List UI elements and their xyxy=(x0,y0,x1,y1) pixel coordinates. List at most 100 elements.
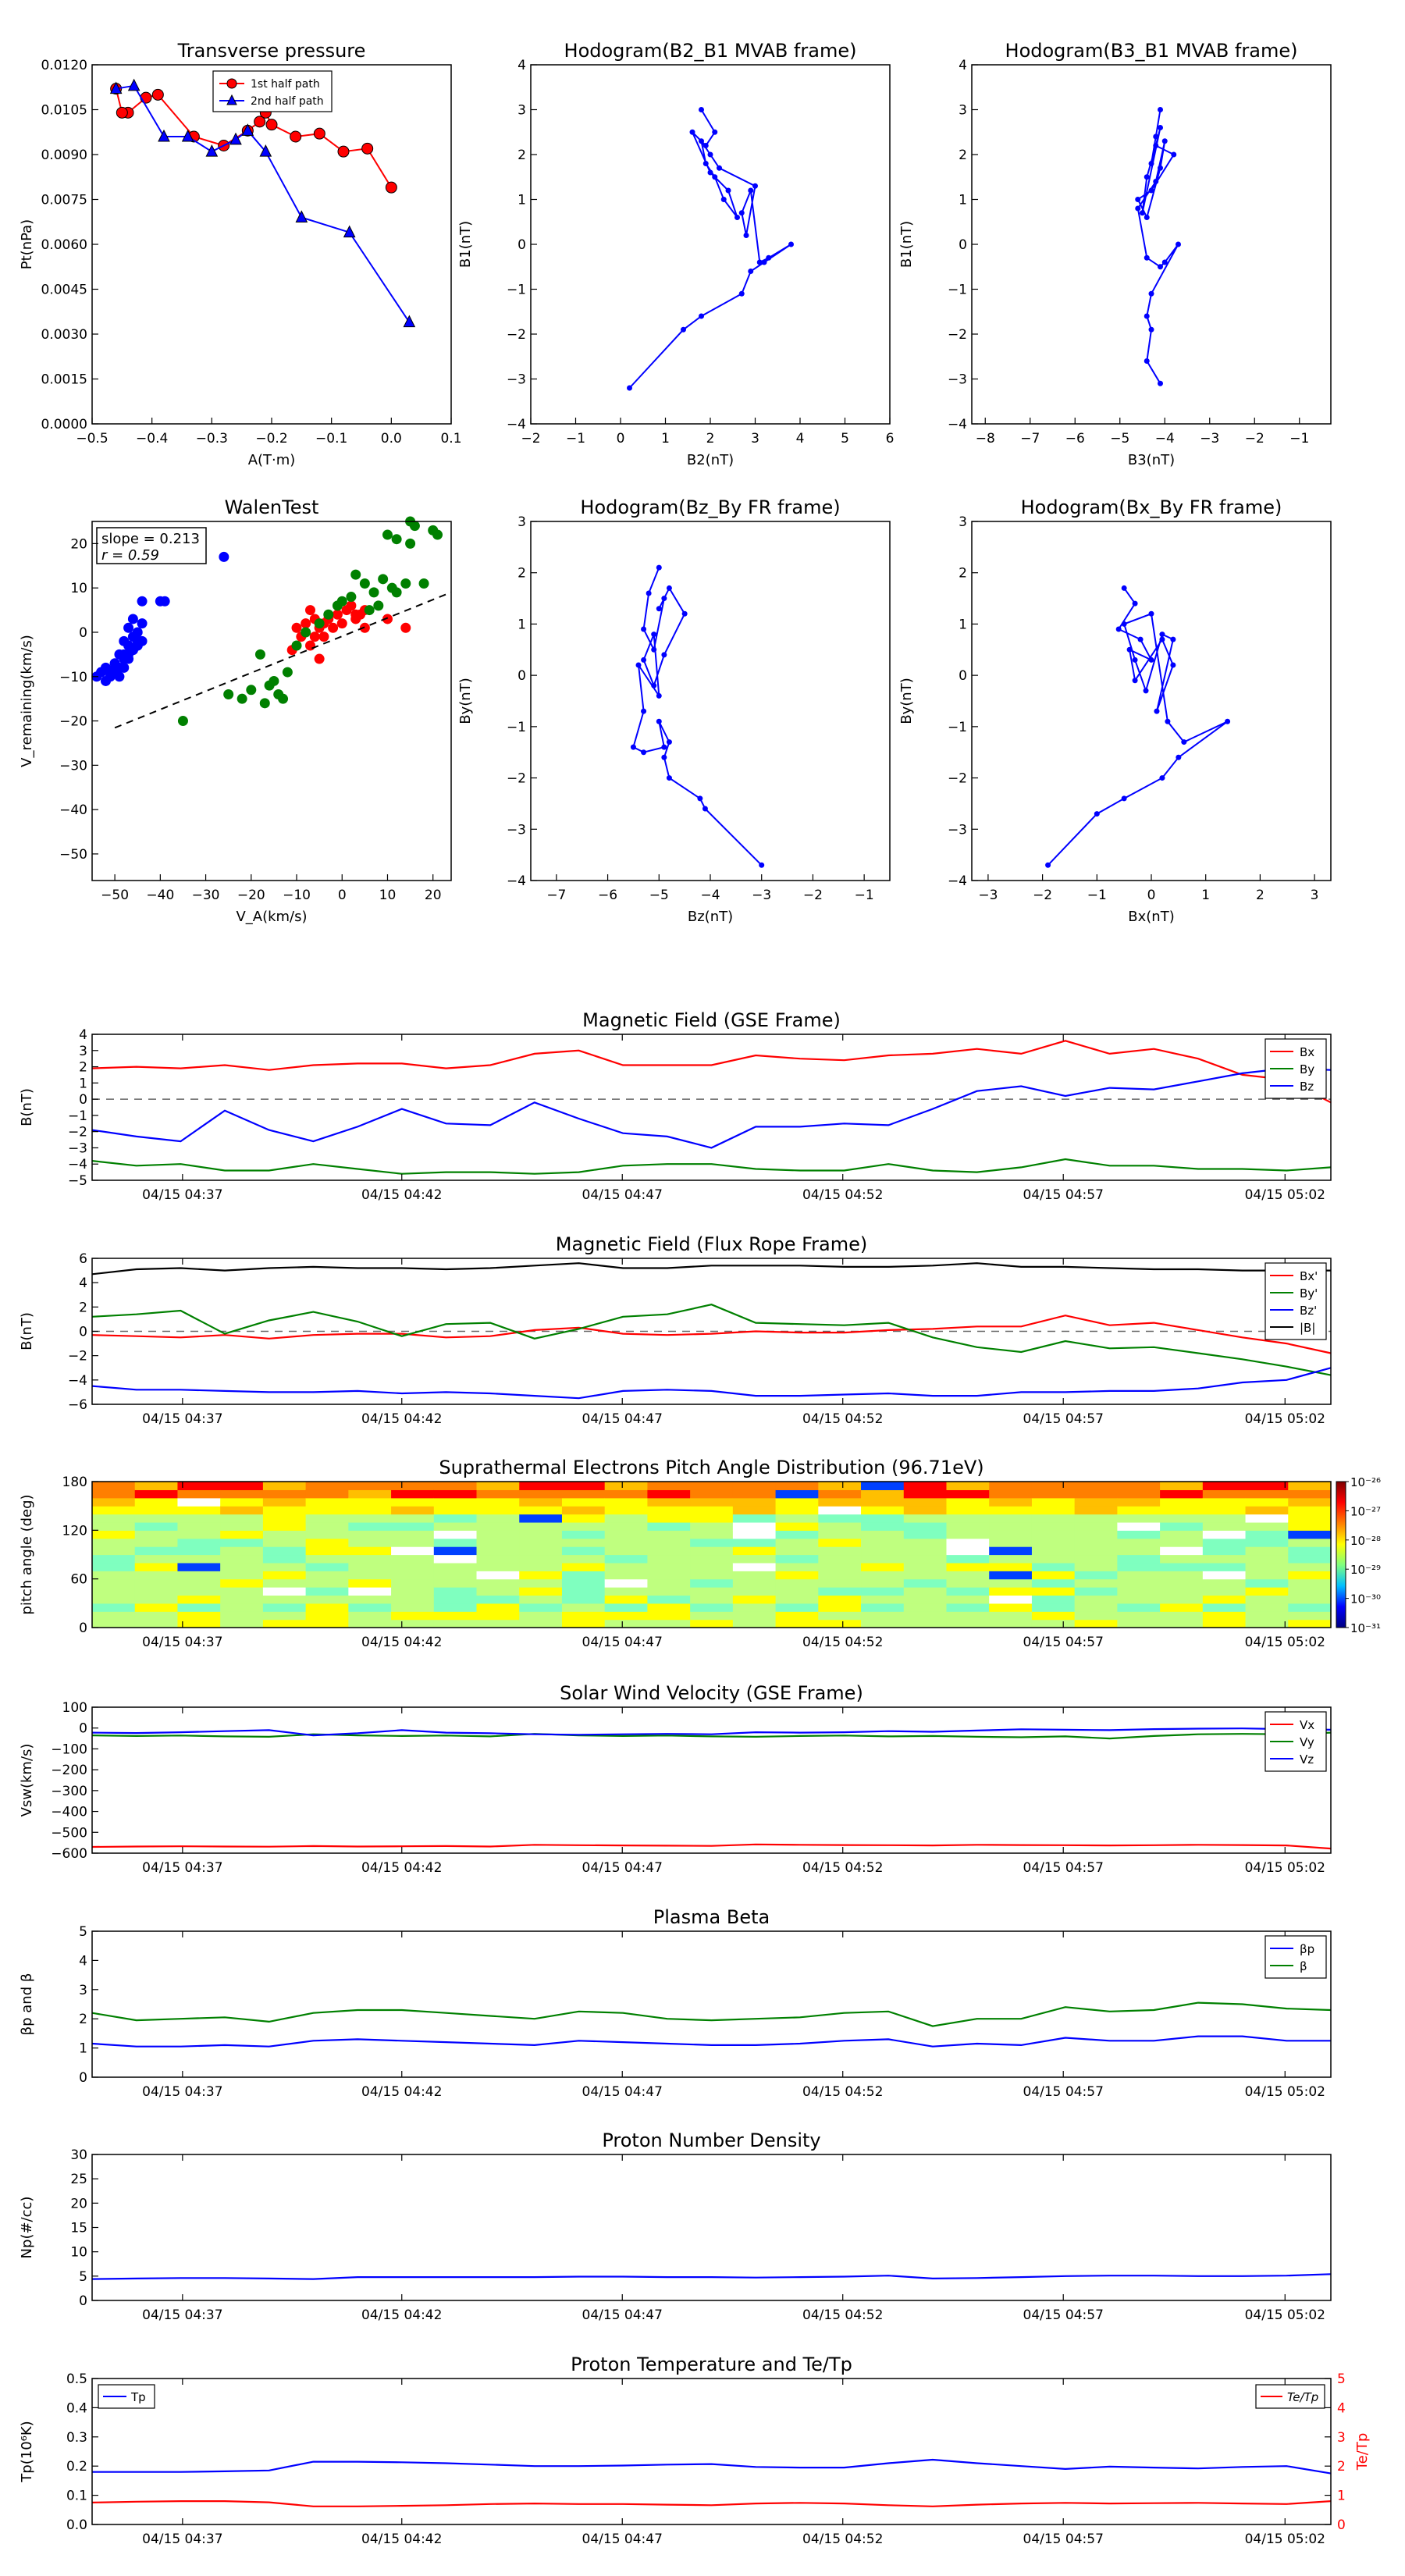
timeseries-12-ytick-label: 0.5 xyxy=(66,2371,87,2387)
heatmap-cell xyxy=(348,1619,392,1628)
heatmap-cell xyxy=(604,1546,649,1556)
annotation-box xyxy=(96,527,207,564)
data-point xyxy=(748,187,754,194)
heatmap-cell xyxy=(946,1538,990,1547)
heatmap-cell xyxy=(647,1489,691,1499)
heatmap-cell xyxy=(177,1530,221,1539)
heatmap-cell xyxy=(818,1530,862,1539)
heatmap-cell xyxy=(519,1554,563,1564)
data-point xyxy=(1148,290,1154,297)
panel2-ytick-label: −4 xyxy=(507,417,526,432)
panel2-xtick-label: 5 xyxy=(841,431,849,447)
heatmap-cell xyxy=(1202,1489,1247,1499)
heatmap-cell xyxy=(861,1538,905,1547)
heatmap-cell xyxy=(647,1611,691,1621)
heatmap-cell xyxy=(476,1489,520,1499)
panel1-ytick-label: 0.0060 xyxy=(41,237,87,253)
heatmap-cell xyxy=(561,1603,606,1612)
data-point xyxy=(418,578,429,589)
timeseries-9-frame xyxy=(91,1706,1332,1854)
heatmap-cell xyxy=(220,1489,264,1499)
heatmap-cell xyxy=(1288,1546,1332,1556)
data-point xyxy=(109,81,123,94)
heatmap-cell xyxy=(1160,1554,1204,1564)
heatmap-cell xyxy=(305,1497,349,1507)
heatmap-ylabel: pitch angle (deg) xyxy=(19,1494,35,1614)
data-point xyxy=(385,181,397,194)
data-point xyxy=(314,618,325,629)
panel4-ytick-label: −40 xyxy=(59,802,87,818)
heatmap-cell xyxy=(775,1538,819,1547)
heatmap-cell xyxy=(1202,1482,1247,1490)
panel3-xtick-label: −5 xyxy=(1110,431,1129,447)
timeseries-11-xtick-label: 04/15 04:37 xyxy=(142,2307,222,2323)
heatmap-cell xyxy=(391,1571,435,1580)
data-point xyxy=(641,708,647,714)
heatmap-cell xyxy=(1288,1554,1332,1564)
heatmap-cell xyxy=(604,1538,649,1547)
heatmap-cell xyxy=(861,1521,905,1531)
data-point xyxy=(1171,151,1177,158)
heatmap-cell xyxy=(1074,1506,1118,1515)
heatmap-cell xyxy=(818,1603,862,1612)
data-point xyxy=(337,145,350,158)
panel1-xtick-label: −0.1 xyxy=(315,431,347,447)
heatmap-cell xyxy=(775,1619,819,1628)
heatmap-cell xyxy=(220,1562,264,1571)
data-point xyxy=(651,632,657,638)
heatmap-cell xyxy=(1288,1514,1332,1523)
heatmap-cell xyxy=(1160,1611,1204,1621)
heatmap-cell xyxy=(134,1603,179,1612)
colorbar-tick-label: 10⁻²⁹ xyxy=(1350,1563,1381,1577)
data-point xyxy=(661,652,667,658)
heatmap-cell xyxy=(861,1514,905,1523)
heatmap-cell xyxy=(348,1530,392,1539)
heatmap-cell xyxy=(519,1521,563,1531)
heatmap-cell xyxy=(262,1554,307,1564)
heatmap-cell xyxy=(1202,1571,1247,1580)
heatmap-cell xyxy=(519,1538,563,1547)
panel1-ytick-label: 0.0000 xyxy=(41,417,87,432)
timeseries-9-xtick-label: 04/15 04:52 xyxy=(802,1860,883,1876)
data-point xyxy=(1140,210,1145,216)
heatmap-cell xyxy=(519,1530,563,1539)
timeseries-7-xtick-label: 04/15 04:37 xyxy=(142,1411,222,1427)
heatmap-cell xyxy=(1160,1587,1204,1596)
timeseries-10-xtick-label: 04/15 04:42 xyxy=(361,2084,442,2100)
panel3-ytick-label: −4 xyxy=(948,417,967,432)
data-point xyxy=(1170,636,1176,642)
heatmap-cell xyxy=(1031,1482,1076,1490)
heatmap-cell xyxy=(134,1587,179,1596)
timeseries-6-ytick-label: −4 xyxy=(68,1157,87,1172)
panel1-ytick-label: 0.0045 xyxy=(41,283,87,298)
data-point xyxy=(114,649,125,660)
heatmap-cell xyxy=(262,1578,307,1588)
heatmap-cell xyxy=(1245,1554,1289,1564)
panel4-ytick-label: −30 xyxy=(59,758,87,774)
legend-label: Bz xyxy=(1300,1080,1314,1094)
heatmap-cell xyxy=(604,1497,649,1507)
panel-3: Hodogram(B3_B1 MVAB frame) −8 −7 −6 −5 −4 −3 −2… xyxy=(898,40,1332,468)
data-point xyxy=(1158,165,1163,171)
heatmap-cell xyxy=(1202,1603,1247,1612)
panel2-xtick-label: −2 xyxy=(521,431,540,447)
heatmap-cell xyxy=(1117,1489,1161,1499)
legend-label: Bz' xyxy=(1300,1304,1317,1318)
data-point xyxy=(361,142,374,155)
series-β xyxy=(91,2001,1332,2027)
heatmap-cell xyxy=(1117,1603,1161,1612)
legend-label: β xyxy=(1300,1959,1307,1973)
data-point xyxy=(119,662,130,673)
heatmap-cell xyxy=(433,1595,478,1604)
heatmap-cell xyxy=(1288,1482,1332,1490)
timeseries-12: Proton Temperature and Te/Tp 0.0 0.1 0.2 0.3… xyxy=(19,2354,1371,2547)
data-point xyxy=(119,635,130,646)
timeseries-10-xtick-label: 04/15 04:37 xyxy=(142,2084,222,2100)
heatmap-cell xyxy=(220,1578,264,1588)
panel3-xtick-label: −7 xyxy=(1020,431,1040,447)
heatmap-cell xyxy=(1074,1578,1118,1588)
timeseries-10-frame xyxy=(91,1930,1332,2078)
data-point xyxy=(346,592,357,603)
panel4-xtick-label: 10 xyxy=(379,888,397,903)
data-point xyxy=(752,183,758,189)
